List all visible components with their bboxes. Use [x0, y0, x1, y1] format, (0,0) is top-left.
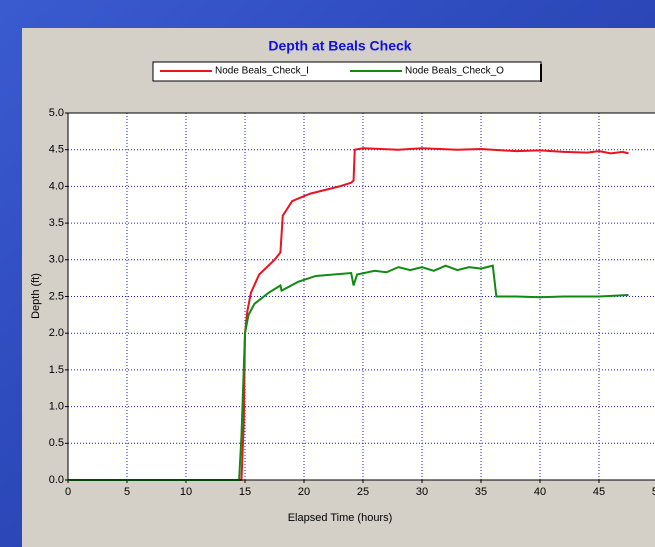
- x-tick-label: 45: [593, 486, 605, 498]
- line-series: [68, 147, 629, 481]
- y-axis-label: Depth (ft): [30, 273, 42, 319]
- y-tick-label: 3.5: [49, 217, 64, 229]
- x-tick-label: 50: [652, 486, 655, 498]
- y-tick-label: 1.0: [49, 401, 64, 413]
- plot-border: [67, 112, 655, 481]
- y-tick-label: 3.0: [49, 254, 64, 266]
- x-tick-label: 35: [475, 486, 487, 498]
- line-series: [68, 264, 629, 481]
- y-tick-label: 4.0: [49, 180, 64, 192]
- y-tick-label: 0.5: [49, 437, 64, 449]
- legend-label: Node Beals_Check_O: [405, 66, 504, 77]
- y-tick-label: 4.5: [49, 144, 64, 156]
- x-tick-label: 5: [124, 486, 130, 498]
- y-tick-label: 1.5: [49, 364, 64, 376]
- y-tick-label: 2.0: [49, 327, 64, 339]
- y-tick-label: 5.0: [49, 107, 64, 119]
- y-tick-label: 0.0: [49, 474, 64, 486]
- y-tick-label: 2.5: [49, 290, 64, 302]
- x-tick-label: 0: [65, 486, 71, 498]
- x-tick-label: 25: [357, 486, 369, 498]
- x-tick-label: 40: [534, 486, 546, 498]
- x-tick-label: 30: [416, 486, 428, 498]
- x-tick-label: 10: [180, 486, 192, 498]
- x-tick-label: 20: [298, 486, 310, 498]
- chart-title: Depth at Beals Check: [268, 38, 411, 54]
- x-tick-label: 15: [239, 486, 251, 498]
- x-axis-label: Elapsed Time (hours): [288, 512, 393, 524]
- legend-label: Node Beals_Check_I: [215, 66, 309, 77]
